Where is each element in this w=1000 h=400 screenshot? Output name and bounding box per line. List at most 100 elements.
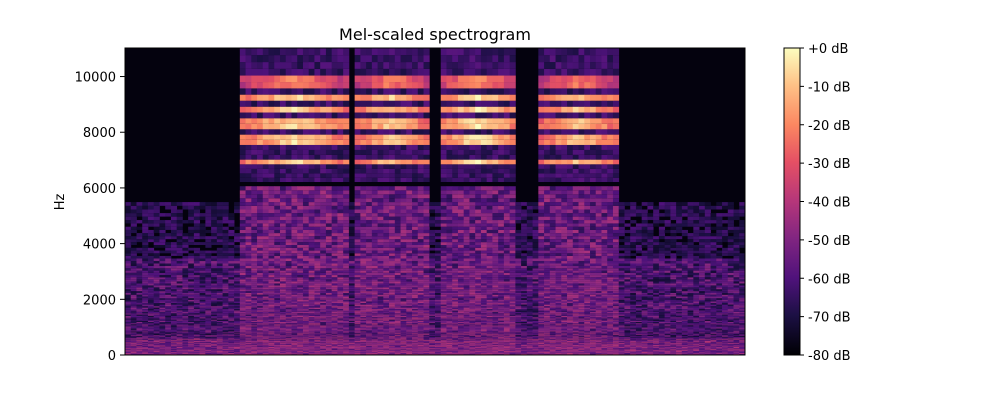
- spectrogram-cell: [165, 317, 172, 319]
- spectrogram-cell: [251, 48, 258, 56]
- spectrogram-cell: [251, 220, 258, 224]
- spectrogram-cell: [130, 330, 137, 332]
- spectrogram-cell: [239, 311, 246, 314]
- spectrogram-cell: [234, 289, 241, 292]
- spectrogram-cell: [205, 346, 212, 347]
- spectrogram-cell: [245, 270, 252, 273]
- spectrogram-cell: [348, 245, 356, 248]
- spectrogram-cell: [354, 268, 361, 271]
- spectrogram-cell: [337, 353, 344, 355]
- spectrogram-cell: [348, 336, 356, 338]
- spectrogram-cell: [348, 242, 356, 245]
- spectrogram-cell: [337, 205, 344, 210]
- spectrogram-cell: [297, 323, 304, 325]
- spectrogram-cell: [257, 353, 264, 355]
- spectrogram-cell: [211, 349, 218, 351]
- spectrogram-cell: [262, 318, 269, 320]
- spectrogram-cell: [314, 62, 321, 69]
- spectrogram-cell: [257, 164, 264, 169]
- spectrogram-cell: [268, 338, 275, 340]
- spectrogram-cell: [285, 112, 292, 119]
- spectrogram-cell: [354, 291, 361, 293]
- spectrogram-cell: [222, 345, 229, 347]
- spectrogram-cell: [147, 329, 155, 331]
- spectrogram-cell: [343, 351, 350, 353]
- spectrogram-cell: [360, 287, 367, 290]
- spectrogram-cell: [199, 292, 206, 295]
- spectrogram-cell: [130, 209, 137, 214]
- spectrogram-cell: [285, 347, 292, 349]
- spectrogram-cell: [280, 353, 287, 355]
- spectrogram-cell: [262, 55, 269, 63]
- spectrogram-cell: [170, 220, 178, 224]
- spectrogram-cell: [371, 242, 378, 245]
- spectrogram-cell: [211, 334, 218, 336]
- spectrogram-cell: [153, 321, 160, 324]
- spectrogram-cell: [274, 134, 281, 140]
- spectrogram-cell: [147, 340, 155, 342]
- spectrogram-cell: [147, 330, 155, 332]
- spectrogram-cell: [302, 352, 310, 354]
- spectrogram-cell: [251, 149, 258, 155]
- spectrogram-cell: [325, 236, 333, 240]
- spectrogram-cell: [366, 348, 373, 350]
- spectrogram-cell: [280, 68, 287, 76]
- spectrogram-cell: [291, 247, 298, 251]
- spectrogram-cell: [325, 263, 333, 266]
- spectrogram-cell: [325, 350, 333, 351]
- spectrogram-cell: [239, 321, 246, 324]
- spectrogram-cell: [257, 336, 264, 338]
- spectrogram-cell: [337, 250, 344, 254]
- spectrogram-cell: [325, 82, 333, 89]
- spectrogram-cell: [153, 306, 160, 308]
- spectrogram-cell: [147, 223, 155, 227]
- spectrogram-cell: [245, 287, 252, 290]
- spectrogram-cell: [228, 334, 235, 336]
- spectrogram-cell: [216, 348, 223, 350]
- spectrogram-cell: [216, 296, 223, 299]
- spectrogram-cell: [262, 100, 269, 107]
- spectrogram-cell: [147, 277, 155, 280]
- spectrogram-cell: [366, 311, 373, 314]
- spectrogram-cell: [147, 353, 155, 355]
- spectrogram-cell: [268, 48, 275, 56]
- spectrogram-cell: [285, 250, 292, 254]
- spectrogram-cell: [228, 352, 235, 354]
- spectrogram-cell: [130, 275, 137, 278]
- spectrogram-cell: [371, 291, 378, 293]
- spectrogram-cell: [199, 242, 206, 245]
- spectrogram-cell: [331, 311, 338, 314]
- spectrogram-cell: [291, 292, 298, 295]
- spectrogram-cell: [268, 294, 275, 297]
- spectrogram-cell: [257, 144, 264, 150]
- spectrogram-cell: [188, 321, 195, 324]
- spectrogram-cell: [325, 350, 333, 352]
- spectrogram-cell: [366, 319, 373, 321]
- spectrogram-cell: [268, 68, 275, 76]
- spectrogram-cell: [377, 352, 384, 354]
- spectrogram-cell: [331, 346, 338, 348]
- spectrogram-cell: [130, 341, 137, 343]
- spectrogram-cell: [130, 336, 137, 338]
- spectrogram-cell: [245, 301, 252, 304]
- spectrogram-cell: [147, 318, 155, 320]
- spectrogram-cell: [245, 216, 252, 221]
- spectrogram-cell: [348, 303, 356, 305]
- spectrogram-cell: [268, 134, 275, 140]
- spectrogram-cell: [343, 258, 350, 262]
- spectrogram-cell: [176, 350, 183, 351]
- spectrogram-cell: [216, 306, 223, 308]
- spectrogram-cell: [251, 298, 258, 300]
- spectrogram-cell: [280, 353, 287, 355]
- spectrogram-cell: [280, 205, 287, 210]
- spectrogram-cell: [165, 352, 172, 354]
- spectrogram-cell: [182, 341, 189, 343]
- spectrogram-cell: [297, 334, 304, 336]
- spectrogram-cell: [222, 339, 229, 341]
- spectrogram-cell: [302, 258, 310, 262]
- spectrogram-cell: [257, 270, 264, 273]
- spectrogram-cell: [331, 339, 338, 340]
- spectrogram-cell: [199, 341, 206, 343]
- spectrogram-cell: [182, 309, 189, 311]
- spectrogram-cell: [337, 216, 344, 221]
